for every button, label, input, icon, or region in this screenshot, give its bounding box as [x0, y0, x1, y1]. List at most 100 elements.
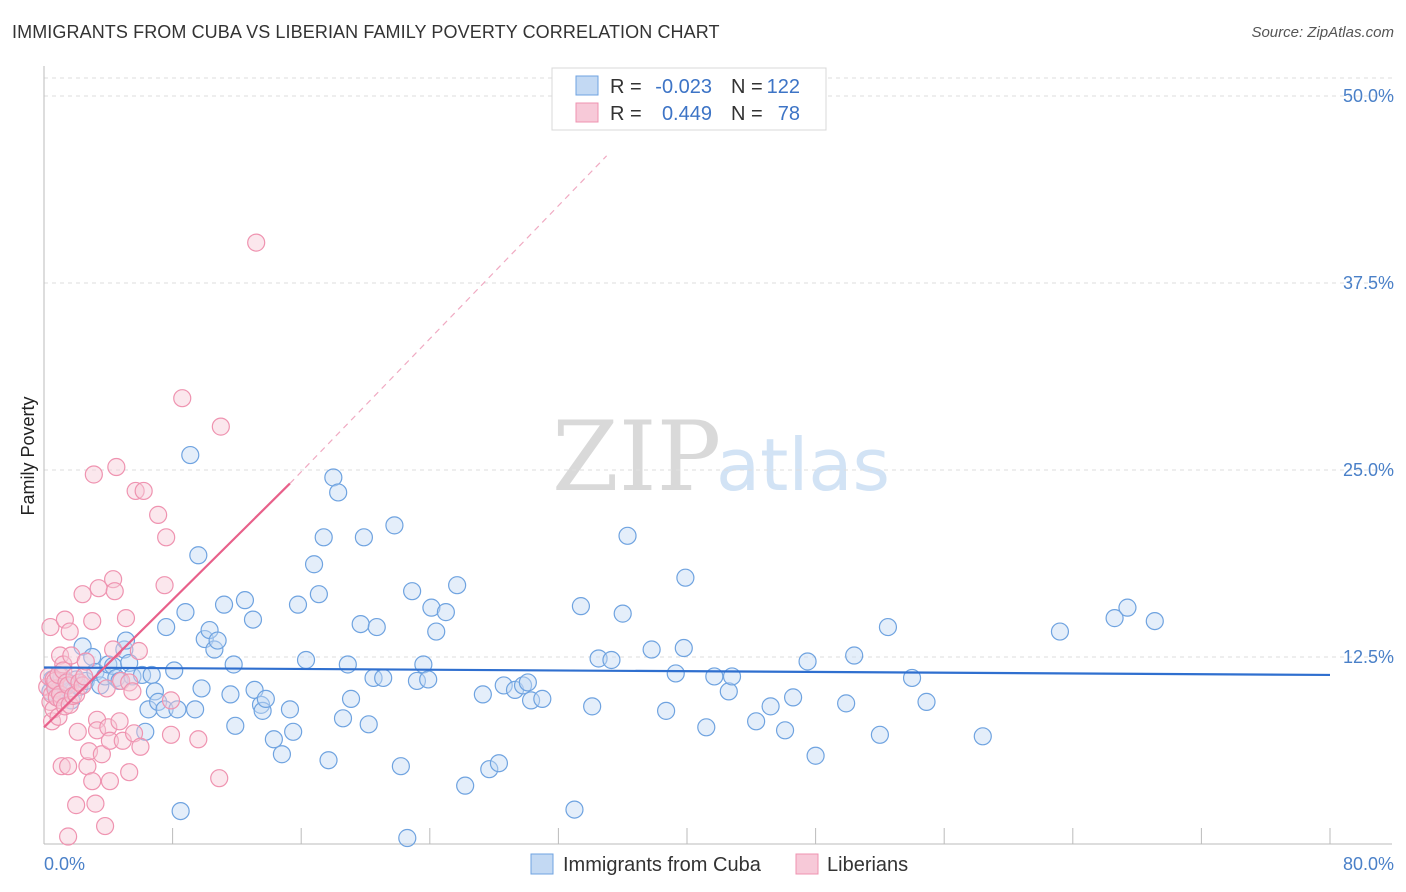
- cuba-point-23: [116, 631, 136, 650]
- liberian-point-41: [83, 772, 102, 791]
- cuba-point-103: [613, 604, 632, 623]
- cuba-point-65: [319, 751, 338, 770]
- cuba-point-28: [139, 700, 158, 719]
- trend-lines: [43, 155, 1331, 729]
- liberian-point-57: [110, 712, 129, 731]
- cuba-point-95: [518, 673, 537, 692]
- cuba-point-68: [333, 709, 353, 728]
- cuba-point-97: [533, 689, 552, 708]
- cuba-point-41: [192, 679, 211, 698]
- cuba-point-61: [296, 650, 316, 670]
- cuba-point-53: [251, 695, 271, 714]
- cuba-point-67: [329, 483, 348, 502]
- liberian-point-76: [210, 769, 229, 788]
- cuba-point-91: [489, 754, 509, 773]
- liberian-point-55: [105, 582, 124, 601]
- cuba-point-45: [208, 631, 227, 650]
- x-tick-label-min: 0.0%: [44, 854, 85, 874]
- liberian-point-49: [97, 679, 116, 698]
- cuba-point-71: [351, 614, 370, 634]
- watermark: ZIP atlas: [552, 401, 890, 513]
- chart-title: IMMIGRANTS FROM CUBA VS LIBERIAN FAMILY …: [12, 22, 720, 42]
- cuba-point-55: [256, 689, 275, 708]
- gridlines: [44, 77, 1392, 658]
- cuba-point-94: [513, 676, 533, 695]
- cuba-point-116: [775, 721, 795, 740]
- cuba-point-49: [226, 716, 245, 735]
- cuba-point-122: [870, 725, 890, 744]
- stats-swatch-cuba: [575, 75, 599, 96]
- liberian-point-3: [41, 617, 60, 637]
- cuba-point-56: [264, 730, 283, 749]
- cuba-point-89: [473, 685, 492, 704]
- cuba-point-73: [359, 715, 378, 734]
- cuba-point-125: [917, 692, 936, 711]
- liberian-point-63: [123, 682, 142, 701]
- liberian-point-19: [55, 610, 74, 629]
- cuba-point-63: [309, 585, 328, 604]
- cuba-point-98: [565, 800, 584, 819]
- liberian-point-24: [59, 827, 78, 846]
- cuba-point-109: [676, 568, 695, 587]
- cuba-point-37: [176, 603, 195, 622]
- cuba-point-107: [666, 664, 685, 683]
- cuba-point-78: [391, 757, 410, 776]
- cuba-point-86: [436, 603, 455, 622]
- liberian-point-61: [120, 763, 139, 782]
- liberian-point-78: [247, 233, 266, 252]
- cuba-point-79: [398, 828, 417, 848]
- cuba-point-120: [837, 694, 856, 713]
- liberian-point-42: [84, 465, 103, 484]
- liberian-point-75: [189, 730, 208, 749]
- liberian-point-48: [95, 816, 115, 836]
- scatter-points: [38, 233, 1164, 848]
- trend-line-liberians-extension: [289, 155, 608, 484]
- trend-line-liberians: [43, 482, 291, 729]
- cuba-point-76: [374, 668, 393, 688]
- cuba-point-84: [422, 598, 441, 617]
- y-tick-label-3: 50.0%: [1343, 86, 1394, 106]
- cuba-point-128: [1105, 609, 1124, 628]
- cuba-point-99: [571, 597, 591, 616]
- y-tick-labels: 12.5% 25.0% 37.5% 50.0%: [1343, 86, 1394, 667]
- liberian-point-51: [100, 731, 120, 750]
- liberian-point-72: [161, 691, 181, 710]
- cuba-point-48: [224, 655, 243, 674]
- liberian-point-71: [157, 528, 176, 547]
- cuba-point-123: [878, 617, 898, 637]
- liberian-point-16: [52, 757, 71, 776]
- cuba-point-59: [284, 722, 303, 741]
- cuba-point-110: [697, 718, 716, 737]
- stats-n-label-liberians: N =: [731, 103, 763, 125]
- cuba-point-80: [403, 582, 422, 601]
- cuba-point-46: [214, 595, 234, 614]
- liberian-point-67: [131, 737, 150, 756]
- liberian-point-52: [100, 772, 120, 791]
- cuba-point-64: [314, 528, 333, 547]
- cuba-point-34: [165, 661, 184, 680]
- liberian-point-34: [73, 676, 92, 695]
- liberian-point-47: [92, 745, 111, 764]
- legend-swatch-liberians: [795, 853, 819, 875]
- liberian-point-50: [99, 718, 118, 737]
- cuba-point-105: [642, 640, 661, 659]
- stats-n-label-cuba: N =: [731, 76, 763, 98]
- liberian-point-77: [211, 417, 230, 436]
- liberian-point-66: [129, 641, 148, 661]
- cuba-point-118: [798, 652, 817, 671]
- liberian-point-74: [173, 389, 192, 408]
- cuba-point-127: [1050, 622, 1070, 641]
- cuba-point-119: [806, 746, 825, 765]
- cuba-point-112: [719, 682, 738, 701]
- y-tick-label-0: 12.5%: [1343, 647, 1394, 667]
- watermark-zip: ZIP: [552, 401, 721, 513]
- liberian-point-31: [67, 796, 86, 815]
- stats-swatch-liberians: [575, 102, 599, 123]
- liberian-point-56: [107, 457, 126, 477]
- cuba-point-36: [171, 801, 190, 821]
- stats-r-label-cuba: R =: [610, 76, 642, 98]
- cuba-point-108: [674, 638, 693, 658]
- liberian-point-73: [161, 725, 181, 744]
- cuba-point-47: [221, 685, 240, 704]
